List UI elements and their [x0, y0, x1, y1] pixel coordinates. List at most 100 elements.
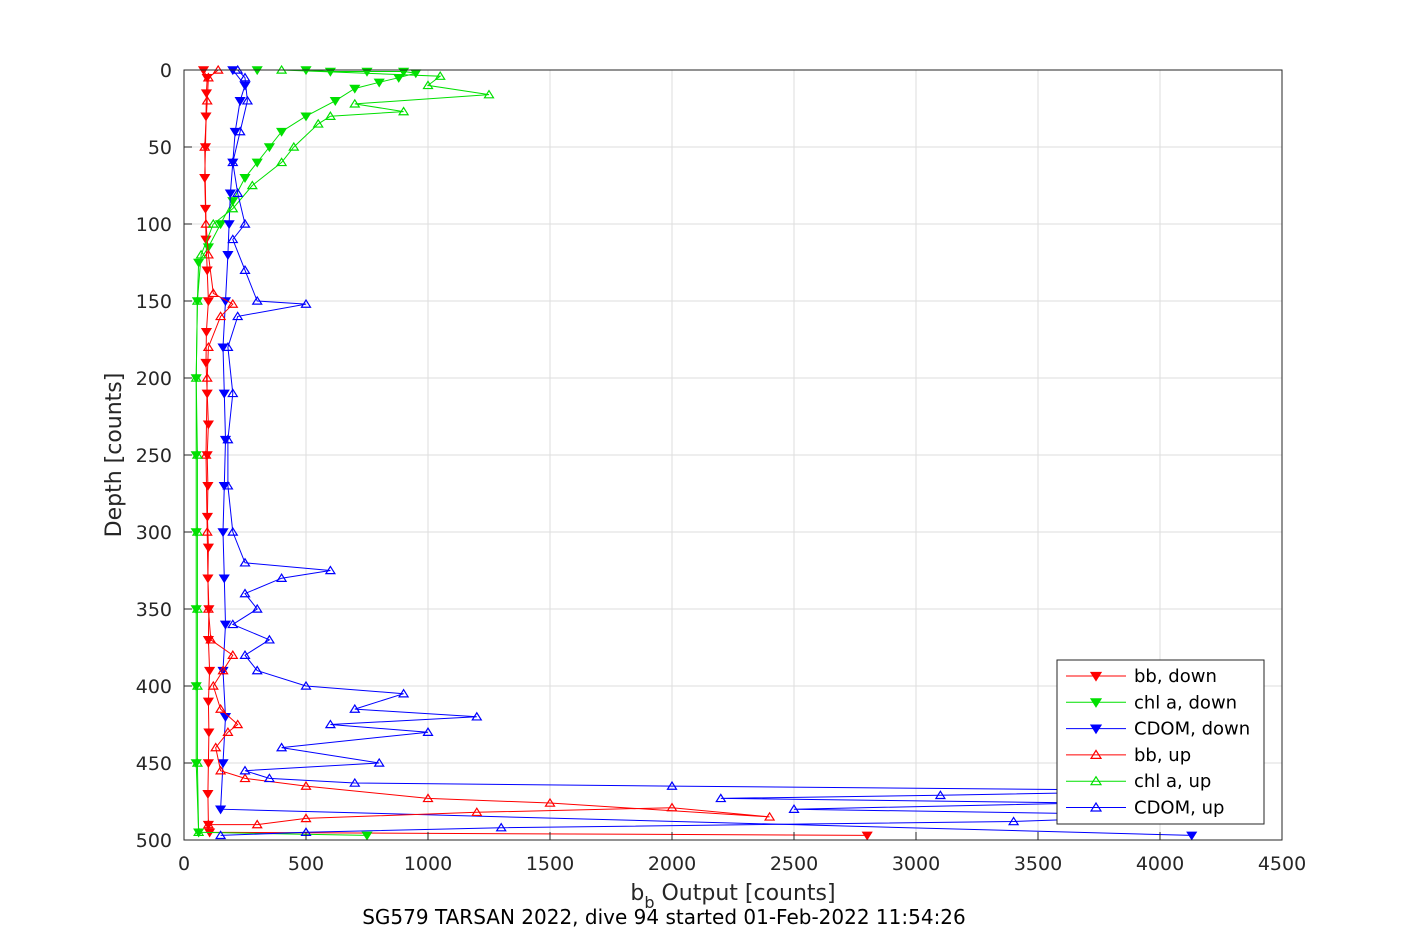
x-axis-label: bb Output [counts]: [630, 881, 835, 912]
y-tick-label: 50: [148, 137, 172, 159]
data-point: [218, 574, 230, 584]
data-point: [215, 805, 227, 815]
data-point: [222, 342, 234, 351]
x-tick-label: 3000: [892, 853, 940, 875]
chart-caption: SG579 TARSAN 2022, dive 94 started 01-Fe…: [362, 905, 966, 929]
data-point: [201, 95, 213, 105]
data-point: [398, 688, 410, 698]
data-point: [232, 188, 244, 197]
data-point: [276, 573, 288, 582]
data-point: [201, 266, 213, 276]
data-point: [234, 126, 246, 136]
x-axis-label-rest: Output [counts]: [655, 881, 836, 906]
y-tick-label: 200: [136, 368, 172, 390]
x-tick-label: 2500: [770, 853, 818, 875]
data-point: [227, 388, 239, 398]
data-point: [241, 95, 254, 105]
y-tick-label: 150: [136, 291, 172, 313]
data-point: [195, 249, 207, 259]
x-axis-label-base: b: [630, 881, 644, 906]
data-point: [861, 831, 873, 841]
data-point: [398, 106, 410, 116]
data-point: [200, 449, 212, 459]
y-tick-label: 300: [136, 522, 172, 544]
data-point: [215, 703, 227, 713]
data-point: [191, 680, 204, 690]
data-point: [239, 773, 251, 783]
data-point: [246, 180, 258, 190]
y-axis-ticks: 0 50 100 150 200 250 300 350 400 450 500: [136, 60, 192, 852]
series-3: [199, 64, 776, 829]
data-point: [199, 141, 211, 151]
data-point: [300, 298, 312, 308]
data-point: [203, 728, 215, 738]
data-point: [191, 757, 204, 767]
data-point: [276, 742, 288, 752]
data-point: [227, 650, 239, 659]
data-point: [495, 822, 507, 832]
data-point: [190, 372, 202, 382]
legend-marker: [1089, 775, 1103, 786]
data-point: [544, 797, 556, 807]
data-point: [191, 295, 204, 305]
data-point: [239, 588, 251, 598]
data-point: [239, 72, 251, 82]
data-point: [234, 97, 246, 106]
y-tick-label: 100: [136, 214, 172, 236]
data-point: [217, 528, 229, 538]
data-point: [324, 565, 336, 575]
data-point: [232, 719, 244, 729]
data-point: [215, 765, 227, 775]
data-point: [201, 372, 213, 382]
data-point: [666, 802, 678, 812]
data-point: [202, 482, 214, 491]
data-point: [227, 298, 239, 308]
data-point: [227, 203, 239, 213]
data-point: [222, 251, 234, 260]
legend-marker: [1089, 698, 1103, 708]
y-tick-label: 400: [136, 676, 172, 698]
data-point: [193, 827, 205, 837]
data-point: [300, 680, 312, 690]
data-point: [202, 342, 214, 351]
legend-marker: [1089, 801, 1103, 812]
x-tick-label: 0: [178, 853, 190, 875]
y-axis-label: Depth [counts]: [102, 373, 127, 538]
data-point: [471, 807, 483, 817]
data-point: [202, 297, 214, 307]
data-series-layer: [190, 64, 1198, 841]
data-point: [251, 158, 263, 168]
data-point: [202, 759, 214, 769]
y-tick-label: 500: [136, 830, 172, 852]
data-point: [202, 543, 214, 553]
y-tick-label: 250: [136, 445, 172, 467]
legend-marker: [1089, 749, 1103, 760]
data-point: [251, 665, 263, 675]
data-point: [434, 70, 446, 80]
data-point: [349, 703, 361, 713]
data-point: [205, 634, 217, 644]
data-point: [373, 78, 385, 88]
data-point: [1186, 831, 1198, 841]
legend-marker: [1089, 724, 1103, 735]
data-point: [202, 243, 214, 253]
legend-box: [1056, 659, 1265, 825]
data-point: [329, 97, 341, 106]
data-point: [202, 72, 214, 82]
data-point: [788, 804, 800, 813]
data-point: [324, 719, 336, 729]
data-point: [222, 727, 234, 736]
data-point: [207, 288, 219, 298]
data-point: [200, 328, 213, 337]
data-point: [191, 449, 204, 459]
data-point: [239, 218, 251, 228]
data-point: [227, 157, 239, 167]
x-axis-label-subscript: b: [644, 893, 654, 912]
data-point: [215, 311, 227, 321]
data-point: [422, 727, 434, 736]
legend-label: bb, down: [1134, 666, 1217, 687]
data-point: [200, 218, 212, 228]
legend-marker: [1089, 671, 1103, 682]
data-point: [239, 765, 251, 775]
data-point: [349, 777, 361, 787]
